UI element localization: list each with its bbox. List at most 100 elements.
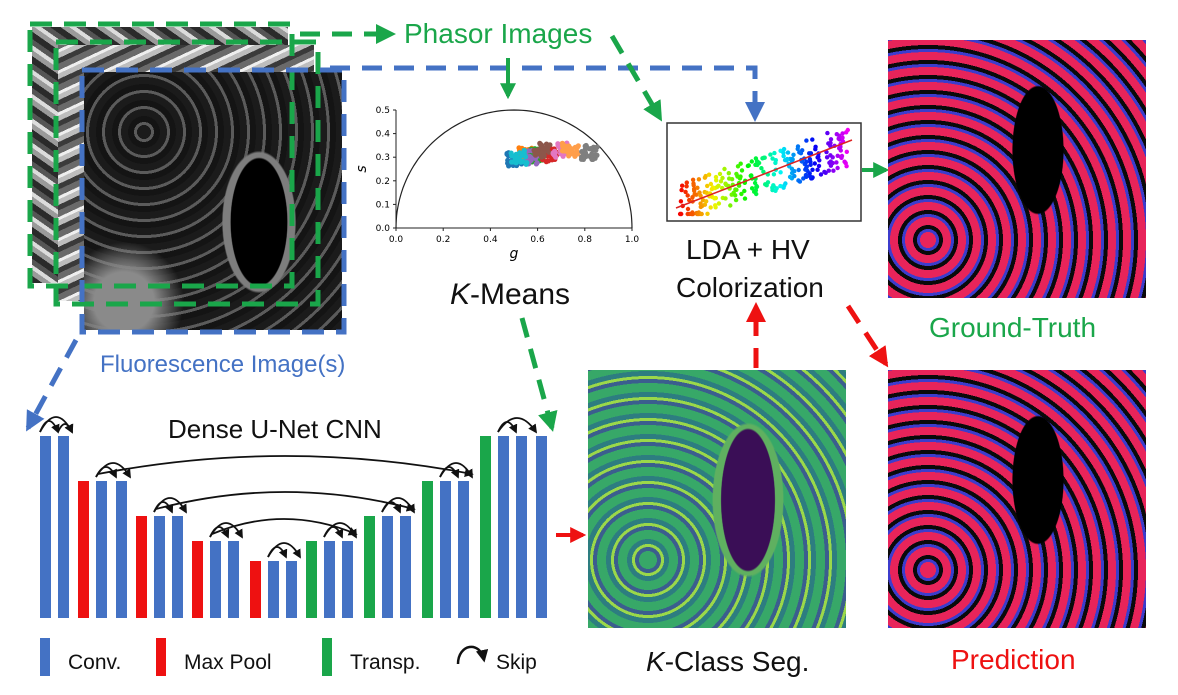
lda-point — [816, 154, 821, 159]
phasor-frame-middle — [53, 39, 321, 307]
unet-conv-bar — [116, 481, 127, 618]
universal-semicircle — [395, 109, 633, 229]
lda-point — [705, 211, 710, 216]
legend-conv-swatch — [40, 638, 50, 676]
phasor-point — [541, 153, 547, 159]
y-tick-label: 0.1 — [376, 200, 390, 210]
lda-point — [807, 157, 813, 162]
lda-point — [742, 196, 748, 201]
unet-conv-bar — [440, 481, 451, 618]
y-tick-label: 0.0 — [376, 224, 391, 234]
lda-point — [699, 211, 704, 217]
lda-point — [812, 161, 817, 166]
unet-bars — [40, 436, 547, 618]
phasor-point — [574, 148, 580, 154]
arrow-fluor-to-unet — [25, 338, 79, 432]
y-tick-label: 0.4 — [376, 130, 391, 140]
kmeans-k: K — [450, 278, 471, 311]
lda-point — [840, 131, 845, 136]
lda-point — [773, 160, 778, 166]
ground-truth-image — [888, 40, 1146, 298]
lda-point — [826, 141, 831, 146]
unet-transp-bar — [364, 516, 375, 618]
lda-point — [828, 153, 833, 158]
unet-conv-bar — [40, 436, 51, 618]
phasor-point — [565, 145, 571, 151]
lda-point — [804, 174, 809, 179]
lda-point — [691, 183, 696, 188]
lda-point — [831, 168, 836, 173]
lda-point — [753, 156, 759, 161]
lda-point — [749, 186, 755, 191]
legend-transp-swatch — [322, 638, 332, 676]
lda-point — [763, 182, 768, 187]
unet-conv-bar — [536, 436, 547, 618]
lda-point — [834, 132, 839, 137]
lda-point — [685, 206, 691, 212]
lda-point — [718, 179, 724, 184]
lda-point — [692, 192, 697, 197]
ground-truth-label: Ground-Truth — [929, 312, 1097, 343]
unet-conv-bar — [96, 481, 107, 618]
phasor-point — [552, 148, 558, 154]
lda-point — [735, 174, 740, 179]
lda-point — [828, 159, 833, 164]
lda-point — [844, 164, 849, 169]
lda-point — [771, 172, 777, 177]
lda-point — [797, 179, 803, 184]
lda-point — [684, 180, 689, 185]
phasor-axes: 0.0 0.2 0.4 0.6 0.8 1.0 0.0 0.1 0.2 0.3 0.4 0.5 g s — [354, 106, 639, 262]
unet-title: Dense U-Net CNN — [168, 414, 382, 444]
skip-arc — [267, 542, 301, 559]
lda-point — [748, 173, 753, 178]
lda-point — [708, 181, 714, 187]
skip-arc — [57, 423, 74, 434]
lda-point — [804, 159, 809, 164]
lda-point — [792, 169, 797, 174]
phasor-point — [524, 160, 530, 166]
arrow-phasor-to-lda — [609, 34, 663, 122]
y-axis-label: s — [354, 165, 370, 172]
lda-point — [739, 191, 744, 197]
lda-point — [828, 137, 834, 142]
lda-point — [728, 203, 733, 208]
prediction-image — [888, 370, 1146, 628]
legend-skip-icon — [456, 645, 489, 665]
x-tick-label: 0.0 — [389, 235, 404, 245]
unet-conv-bar — [210, 541, 221, 618]
legend-skip-label: Skip — [496, 651, 537, 674]
unet-conv-bar — [458, 481, 469, 618]
phasor-points — [504, 140, 600, 169]
lda-point — [735, 164, 741, 169]
lda-point — [785, 150, 791, 155]
lda-point — [692, 188, 697, 193]
unet-conv-bar — [324, 541, 335, 618]
lda-point — [696, 211, 701, 217]
phasor-point — [538, 145, 544, 151]
lda-point — [679, 187, 684, 193]
skip-arc — [211, 518, 358, 536]
lda-point — [781, 146, 787, 152]
unet-conv-bar — [268, 561, 279, 618]
lda-point — [714, 178, 719, 183]
y-tick-label: 0.5 — [376, 106, 390, 116]
lda-point — [836, 136, 841, 141]
phasor-point — [590, 156, 596, 162]
kmeans-label: K-Means — [450, 280, 570, 310]
phasor-point — [532, 150, 539, 156]
unet-conv-bar — [382, 516, 393, 618]
lda-label-line2: Colorization — [676, 272, 824, 303]
unet-maxpool-bar — [192, 541, 203, 618]
lda-point — [825, 130, 830, 136]
lda-point — [696, 177, 702, 182]
fluorescence-label: Fluorescence Image(s) — [100, 351, 346, 378]
lda-point — [796, 167, 801, 173]
lda-point — [749, 159, 754, 164]
phasor-point — [521, 148, 527, 154]
unet-maxpool-bar — [250, 561, 261, 618]
phasor-point — [533, 161, 539, 167]
lda-point — [754, 185, 759, 190]
lda-point — [717, 171, 723, 177]
lda-point — [842, 159, 847, 164]
